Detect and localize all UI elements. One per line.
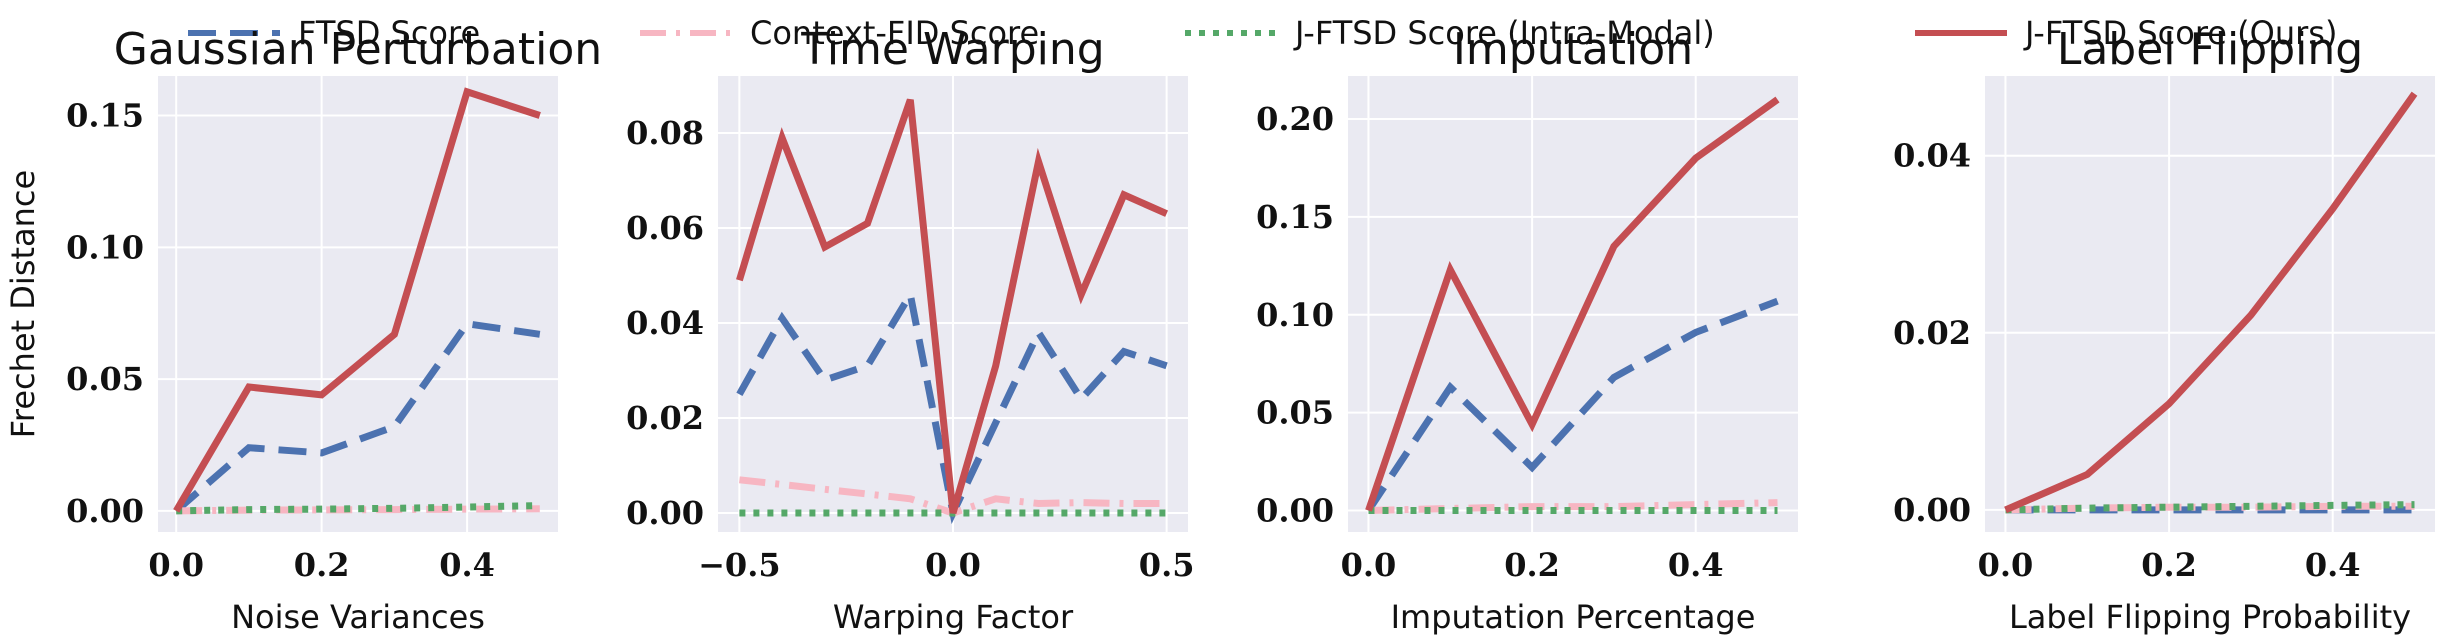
series-line-jours bbox=[173, 87, 541, 513]
y-tick-label: 0.10 bbox=[66, 228, 144, 266]
y-tick-label: 0.00 bbox=[626, 494, 704, 532]
y-tick-label: 0.06 bbox=[626, 209, 704, 247]
legend-label-jintra: J-FTSD Score (Intra-Modal) bbox=[1293, 14, 1715, 52]
panel-3: 0.00 0.05 0.10 0.15 0.20 0.0 0.2 0.4 Imputation I… bbox=[1256, 24, 1798, 636]
series-line-jours bbox=[1365, 96, 1780, 512]
series-line-jours bbox=[736, 98, 1169, 514]
x-tick-label: 0.0 bbox=[925, 546, 981, 584]
y-axis-label: Frechet Distance bbox=[4, 170, 42, 438]
series-group bbox=[2004, 91, 2418, 514]
series-group bbox=[1365, 96, 1780, 514]
y-tick-label: 0.02 bbox=[1893, 314, 1971, 352]
chart-title: Gaussian Perturbation bbox=[114, 24, 602, 75]
series-line-jintra bbox=[176, 502, 540, 515]
y-tick-label: 0.08 bbox=[626, 114, 704, 152]
x-tick-label: 0.0 bbox=[148, 546, 204, 584]
chart-panels: 0.00 0.05 0.10 0.15 0.0 0.2 0.4 Gaussian Pertur… bbox=[4, 24, 2435, 636]
panel-4: 0.00 0.02 0.04 0.0 0.2 0.4 Label Flipping Label… bbox=[1893, 24, 2435, 636]
x-tick-label: 0.2 bbox=[294, 546, 350, 584]
x-axis-label: Label Flipping Probability bbox=[2009, 598, 2411, 636]
y-tick-label: 0.02 bbox=[626, 399, 704, 437]
x-tick-label: 0.4 bbox=[1668, 546, 1724, 584]
x-tick-label: 0.5 bbox=[1139, 546, 1195, 584]
y-tick-label: 0.00 bbox=[1893, 491, 1971, 529]
legend-item-jintra: J-FTSD Score (Intra-Modal) bbox=[1185, 14, 1715, 52]
series-line-jintra bbox=[2005, 501, 2415, 514]
legend-item-cfid: Context-FID Score bbox=[640, 14, 1039, 52]
plot-area bbox=[158, 76, 558, 532]
x-tick-label: 0.2 bbox=[1504, 546, 1560, 584]
x-axis-label: Imputation Percentage bbox=[1391, 598, 1756, 636]
y-tick-label: 0.00 bbox=[1256, 491, 1334, 529]
series-line-jours bbox=[2004, 91, 2418, 514]
legend-item-jours: J-FTSD Score (Ours) bbox=[1915, 14, 2337, 52]
legend: FTSD Score Context-FID Score J-FTSD Score … bbox=[188, 14, 2337, 52]
y-tick-label: 0.15 bbox=[1256, 198, 1334, 236]
chart-title: Time Warping bbox=[800, 24, 1104, 75]
x-axis-label: Noise Variances bbox=[231, 598, 485, 636]
legend-label-ftsd: FTSD Score bbox=[298, 14, 480, 52]
y-tick-label: 0.20 bbox=[1256, 100, 1334, 138]
series-line-ftsd bbox=[173, 320, 541, 514]
y-tick-label: 0.05 bbox=[66, 360, 144, 398]
x-tick-label: 0.4 bbox=[439, 546, 495, 584]
y-tick-label: 0.04 bbox=[626, 304, 704, 342]
x-tick-label: 0.2 bbox=[2141, 546, 2197, 584]
x-tick-label: 0.0 bbox=[1341, 546, 1397, 584]
series-group bbox=[736, 98, 1169, 525]
series-line-cfid bbox=[1368, 499, 1778, 514]
x-tick-label: −0.5 bbox=[698, 546, 780, 584]
panel-2: 0.00 0.02 0.04 0.06 0.08 −0.5 0.0 0.5 Time Warpi… bbox=[626, 24, 1194, 636]
legend-item-ftsd: FTSD Score bbox=[188, 14, 480, 52]
y-tick-label: 0.05 bbox=[1256, 394, 1334, 432]
plot-area bbox=[1348, 76, 1798, 532]
plot-area bbox=[1985, 76, 2435, 532]
chart-title: Label Flipping bbox=[2057, 24, 2363, 75]
chart-title: Imputation bbox=[1453, 24, 1693, 75]
panel-1: 0.00 0.05 0.10 0.15 0.0 0.2 0.4 Gaussian Pertur… bbox=[4, 24, 602, 636]
y-tick-label: 0.15 bbox=[66, 97, 144, 135]
series-line-cfid bbox=[2005, 502, 2415, 514]
y-tick-label: 0.00 bbox=[66, 492, 144, 530]
x-axis-label: Warping Factor bbox=[833, 598, 1074, 636]
y-tick-label: 0.04 bbox=[1893, 137, 1971, 175]
legend-label-cfid: Context-FID Score bbox=[750, 14, 1039, 52]
y-tick-label: 0.10 bbox=[1256, 296, 1334, 334]
legend-label-jours: J-FTSD Score (Ours) bbox=[2023, 14, 2337, 52]
series-group bbox=[173, 87, 541, 515]
x-tick-label: 0.4 bbox=[2305, 546, 2361, 584]
x-tick-label: 0.0 bbox=[1978, 546, 2034, 584]
